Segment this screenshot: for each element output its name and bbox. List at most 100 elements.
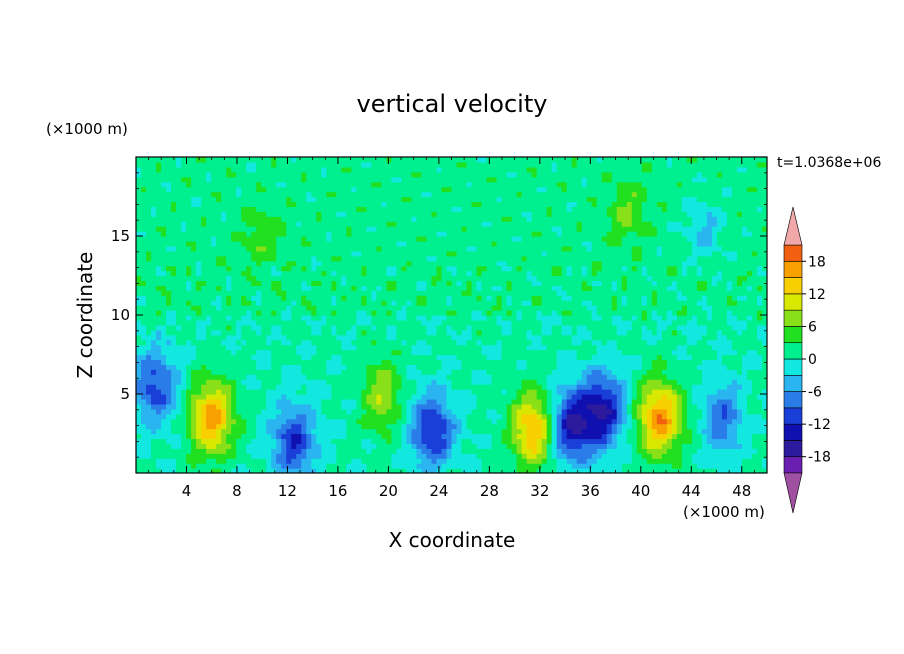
field-cell	[721, 389, 728, 395]
field-cell	[321, 285, 327, 291]
field-cell	[251, 448, 257, 454]
field-cell	[416, 300, 423, 306]
field-cell	[761, 319, 767, 326]
field-cell	[241, 334, 247, 341]
field-cell	[551, 443, 558, 449]
field-cell	[311, 349, 317, 356]
field-cell	[441, 369, 448, 375]
field-cell	[256, 359, 262, 365]
field-cell	[271, 384, 277, 390]
field-cell	[316, 334, 322, 341]
field-cell	[271, 300, 277, 306]
field-cell	[701, 384, 708, 390]
field-cell	[666, 315, 673, 321]
field-cell	[711, 315, 718, 321]
field-cell	[366, 315, 372, 321]
field-cell	[166, 463, 172, 469]
field-cell	[691, 310, 698, 316]
field-cell	[581, 344, 588, 351]
field-cell	[561, 463, 568, 469]
field-cell	[361, 285, 367, 291]
field-cell	[501, 468, 508, 473]
field-cell	[571, 418, 578, 425]
field-cell	[661, 334, 668, 341]
field-cell	[466, 458, 473, 464]
field-cell	[481, 334, 488, 341]
field-cell	[161, 349, 167, 356]
field-cell	[536, 285, 543, 291]
field-cell	[681, 443, 688, 449]
field-cell	[591, 379, 598, 385]
field-cell	[371, 280, 377, 286]
field-cell	[231, 428, 237, 435]
field-cell	[376, 428, 382, 435]
field-cell	[266, 389, 272, 395]
field-cell	[521, 300, 528, 306]
field-cell	[591, 300, 598, 306]
field-cell	[276, 310, 282, 316]
field-cell	[211, 339, 217, 346]
field-cell	[436, 329, 443, 336]
field-cell	[671, 305, 678, 311]
field-cell	[756, 398, 763, 405]
field-cell	[656, 398, 663, 405]
field-cell	[316, 300, 322, 306]
field-cell	[531, 334, 538, 341]
field-cell	[666, 374, 673, 380]
field-cell	[511, 389, 518, 395]
field-cell	[696, 364, 703, 370]
field-cell	[556, 428, 563, 435]
field-cell	[726, 374, 733, 380]
field-cell	[756, 468, 763, 473]
field-cell	[516, 334, 523, 341]
field-cell	[636, 403, 643, 410]
field-cell	[236, 354, 242, 361]
field-cell	[206, 374, 212, 380]
field-cell	[731, 324, 738, 331]
field-cell	[621, 280, 628, 286]
field-cell	[746, 329, 753, 336]
field-cell	[151, 315, 157, 321]
field-cell	[686, 280, 693, 286]
field-cell	[626, 354, 633, 361]
field-cell	[551, 334, 558, 341]
field-cell	[236, 379, 242, 385]
field-cell	[621, 448, 628, 454]
field-cell	[276, 354, 282, 361]
field-cell	[556, 349, 563, 356]
field-cell	[576, 359, 583, 365]
field-cell	[141, 349, 147, 356]
field-cell	[356, 364, 362, 370]
field-cell	[526, 305, 533, 311]
field-cell	[166, 315, 172, 321]
field-cell	[691, 295, 698, 301]
field-cell	[516, 418, 523, 425]
field-cell	[181, 413, 187, 420]
field-cell	[296, 413, 302, 420]
field-cell	[666, 354, 673, 361]
field-cell	[171, 285, 177, 291]
field-cell	[416, 438, 423, 444]
field-cell	[156, 310, 162, 316]
field-cell	[521, 394, 528, 400]
field-cell	[591, 463, 598, 469]
field-cell	[466, 403, 473, 410]
field-cell	[421, 423, 428, 430]
field-cell	[611, 458, 618, 464]
field-cell	[196, 403, 202, 410]
field-cell	[686, 300, 693, 306]
field-cell	[741, 334, 748, 341]
field-cell	[331, 418, 337, 425]
field-cell	[151, 438, 157, 444]
field-cell	[376, 379, 382, 385]
field-cell	[156, 280, 162, 286]
field-cell	[401, 413, 408, 420]
field-cell	[251, 364, 257, 370]
field-cell	[426, 418, 433, 425]
field-cell	[226, 438, 232, 444]
field-cell	[461, 458, 468, 464]
field-cell	[376, 398, 382, 405]
field-cell	[656, 315, 663, 321]
field-cell	[256, 319, 262, 326]
field-cell	[226, 275, 232, 282]
